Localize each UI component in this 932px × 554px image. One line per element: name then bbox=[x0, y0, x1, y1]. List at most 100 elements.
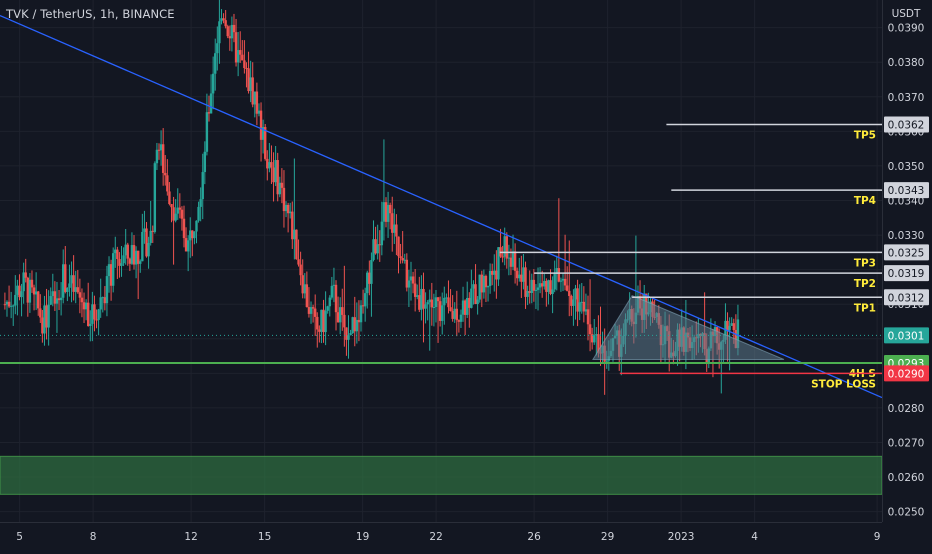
candle-body bbox=[209, 93, 213, 114]
candle-body bbox=[51, 291, 54, 297]
candle-body bbox=[328, 297, 331, 307]
candle-body bbox=[270, 162, 273, 168]
candle-body bbox=[422, 288, 425, 309]
candle-body bbox=[520, 274, 523, 282]
demand-zone bbox=[0, 455, 883, 495]
price-tick-label: 0.0340 bbox=[888, 196, 925, 208]
candle-body bbox=[276, 160, 279, 195]
candle-body bbox=[220, 18, 223, 22]
candle-body bbox=[295, 229, 298, 260]
triangle-shape bbox=[592, 294, 785, 361]
candle-body bbox=[32, 287, 36, 295]
candle-body bbox=[80, 297, 84, 303]
candle-body bbox=[374, 239, 377, 254]
candle-body bbox=[99, 297, 102, 310]
candle-body bbox=[18, 285, 21, 298]
candle-body bbox=[572, 299, 575, 306]
candle-body bbox=[420, 288, 423, 310]
level-label: TP1 bbox=[854, 302, 876, 314]
candle-body bbox=[255, 91, 259, 114]
candle-body bbox=[76, 287, 79, 293]
candle-body bbox=[291, 211, 294, 240]
candle-body bbox=[130, 245, 134, 264]
candle-body bbox=[70, 275, 73, 284]
candle-body bbox=[488, 270, 492, 287]
candle-body bbox=[565, 285, 569, 291]
candle-body bbox=[470, 288, 473, 308]
candle-body bbox=[434, 297, 438, 308]
candle-body bbox=[239, 50, 242, 55]
candle-body bbox=[53, 291, 57, 304]
candle-body bbox=[311, 307, 315, 309]
candle-body bbox=[397, 236, 400, 257]
candle-body bbox=[407, 280, 411, 288]
candle-body bbox=[355, 319, 359, 332]
candle-body bbox=[532, 279, 536, 291]
candle-body bbox=[386, 204, 390, 222]
candle-body bbox=[7, 301, 11, 307]
candle-body bbox=[134, 250, 138, 265]
demand-zone-box bbox=[0, 455, 883, 495]
candle-body bbox=[411, 276, 415, 284]
candle-body bbox=[249, 77, 252, 92]
interval-label: 1h bbox=[100, 7, 115, 21]
candle-body bbox=[166, 175, 169, 192]
candle-body bbox=[443, 297, 446, 306]
candle-body bbox=[353, 317, 356, 332]
candle-body bbox=[441, 305, 444, 321]
candle-body bbox=[149, 230, 152, 243]
candle-body bbox=[526, 291, 529, 297]
candle-body bbox=[495, 270, 498, 280]
candle-body bbox=[732, 323, 735, 331]
candle-body bbox=[205, 112, 209, 152]
candle-body bbox=[278, 182, 281, 195]
candle-body bbox=[182, 218, 186, 239]
candle-body bbox=[224, 20, 227, 27]
candle-body bbox=[253, 91, 256, 105]
candle-body bbox=[361, 305, 365, 307]
candle-body bbox=[561, 278, 565, 281]
candle-body bbox=[534, 289, 538, 291]
candle-body bbox=[728, 325, 731, 331]
time-axis[interactable]: 5 8 12 15 19 22 26 29 2023 4 9 bbox=[0, 522, 882, 550]
time-tick-label: 29 bbox=[601, 531, 614, 543]
candle-body bbox=[484, 275, 488, 288]
candle-body bbox=[43, 305, 46, 334]
candle-body bbox=[391, 213, 394, 233]
candle-body bbox=[59, 297, 63, 301]
candle-body bbox=[580, 301, 583, 303]
candle-body bbox=[555, 268, 558, 274]
candle-body bbox=[466, 297, 469, 315]
candle-body bbox=[157, 149, 161, 151]
candle-body bbox=[284, 204, 288, 212]
candle-body bbox=[405, 259, 409, 288]
candle-body bbox=[261, 127, 265, 140]
candle-body bbox=[264, 127, 267, 159]
candle-body bbox=[41, 317, 44, 334]
title-separator: , bbox=[92, 7, 100, 21]
triangle-pattern bbox=[592, 294, 785, 361]
candle-body bbox=[118, 259, 121, 266]
price-badge bbox=[884, 289, 929, 306]
candle-body bbox=[380, 221, 384, 246]
candle-body bbox=[530, 279, 533, 293]
candle-body bbox=[64, 264, 67, 292]
candle-body bbox=[153, 163, 157, 232]
candle-body bbox=[34, 291, 38, 295]
time-tick-label: 15 bbox=[258, 531, 271, 543]
currency-label: USDT bbox=[892, 8, 921, 20]
candle-body bbox=[62, 264, 65, 298]
candle-body bbox=[418, 295, 421, 310]
candle-body bbox=[357, 319, 361, 323]
candle-body bbox=[57, 298, 61, 301]
candle-body bbox=[449, 307, 452, 312]
candle-body bbox=[605, 360, 608, 362]
candle-body bbox=[257, 110, 261, 114]
candle-body bbox=[111, 253, 115, 286]
candle-body bbox=[316, 316, 319, 330]
trendline[interactable] bbox=[0, 14, 883, 399]
price-tick-label: 0.0350 bbox=[888, 161, 925, 173]
